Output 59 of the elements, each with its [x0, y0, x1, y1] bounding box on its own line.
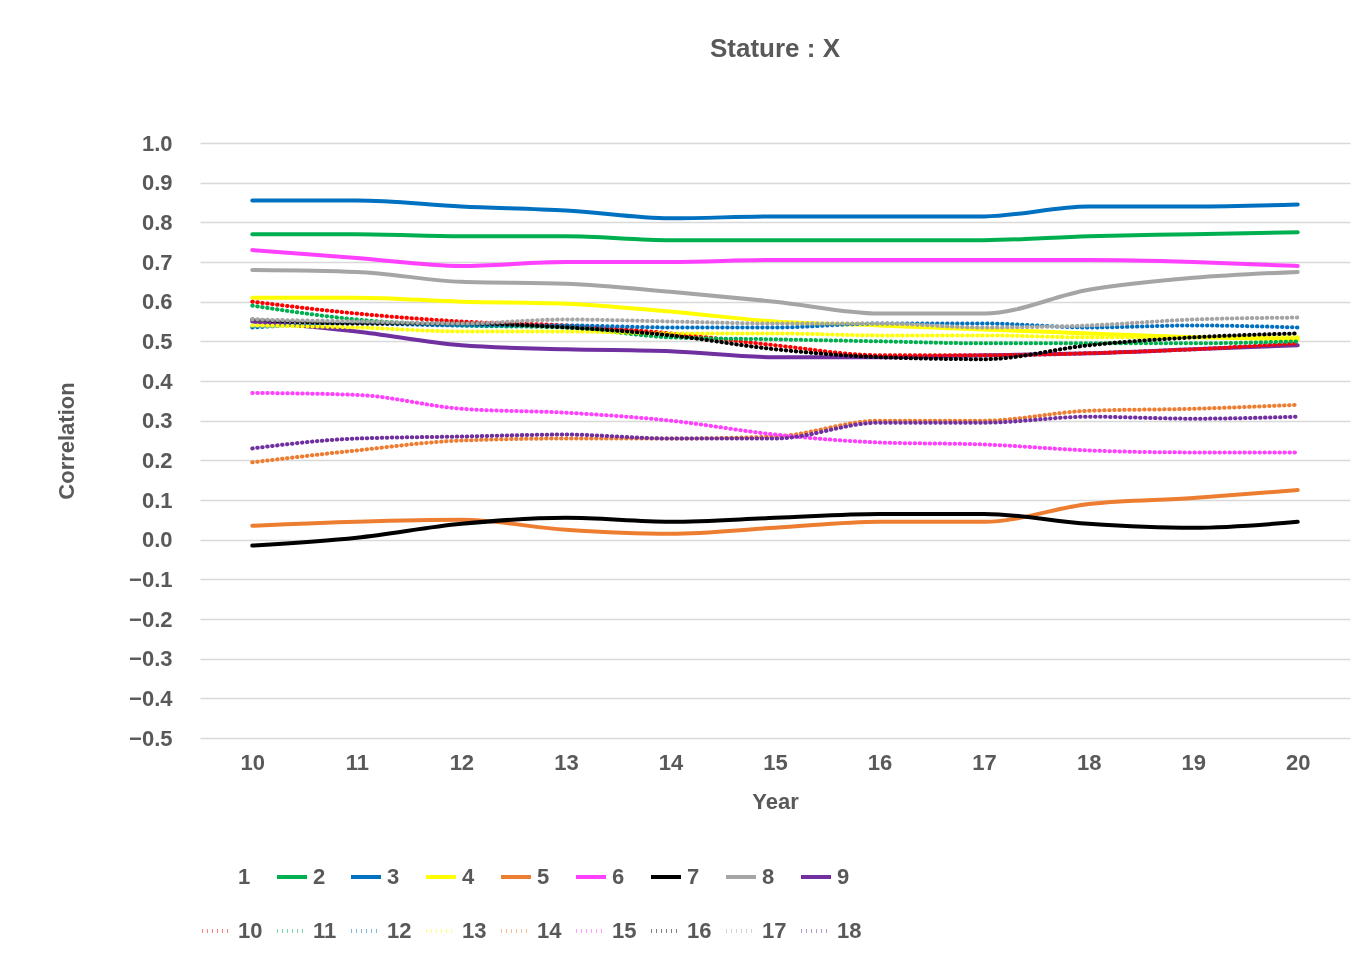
y-tick-label: 0.6 [141, 289, 173, 315]
line-series [250, 303, 1300, 346]
y-tick-label: −0.3 [129, 646, 173, 672]
y-tick-label: 0.0 [141, 527, 173, 553]
y-tick-label: 1.0 [141, 130, 173, 156]
y-axis-title: Correlation [54, 382, 80, 500]
legend-label: 10 [238, 918, 263, 943]
x-tick-label: 20 [1285, 749, 1311, 775]
y-tick-label: 0.5 [141, 328, 173, 354]
line-series [250, 248, 1300, 268]
x-tick-label: 14 [658, 749, 684, 775]
line-series [250, 315, 1300, 330]
legend-label: 3 [387, 864, 400, 889]
line-series [250, 390, 1300, 455]
legend-label: 11 [313, 918, 337, 943]
y-tick-label: 0.2 [141, 447, 173, 473]
y-tick-label: −0.5 [129, 725, 173, 751]
line-series [250, 230, 1300, 243]
legend-label: 2 [313, 864, 326, 889]
legend-label: 7 [687, 864, 700, 889]
y-tick-label: 0.3 [141, 408, 173, 434]
legend-label: 18 [837, 918, 862, 943]
legend-label: 15 [612, 918, 637, 943]
legend-label: 5 [537, 864, 550, 889]
line-series [250, 414, 1300, 451]
x-tick-label: 11 [345, 749, 369, 775]
x-tick-label: 16 [867, 749, 893, 775]
y-tick-label: 0.4 [141, 368, 174, 394]
x-tick-label: 13 [554, 749, 579, 775]
x-tick-label: 12 [449, 749, 475, 775]
x-tick-label: 17 [972, 749, 997, 775]
x-axis-title: Year [752, 788, 800, 814]
legend-label: 16 [687, 918, 712, 943]
line-series [250, 511, 1300, 548]
x-tick-label: 19 [1181, 749, 1206, 775]
y-tick-label: 0.8 [141, 209, 173, 235]
legend-label: 13 [462, 918, 487, 943]
x-tick-label: 10 [240, 749, 266, 775]
y-tick-label: 0.7 [141, 249, 173, 275]
legend-label: 17 [762, 918, 787, 943]
line-series [250, 488, 1300, 536]
y-tick-label: −0.4 [129, 685, 174, 711]
y-tick-label: −0.1 [129, 566, 173, 592]
line-series [250, 299, 1300, 358]
legend-label: 6 [612, 864, 625, 889]
y-tick-label: 0.9 [141, 170, 173, 196]
x-tick-label: 15 [763, 749, 788, 775]
y-tick-label: 0.1 [141, 487, 173, 513]
legend-label: 4 [462, 864, 475, 889]
legend-label: 8 [762, 864, 775, 889]
line-series [250, 267, 1300, 316]
legend-label: 12 [387, 918, 412, 943]
text: 1 [238, 864, 251, 889]
x-tick-label: 18 [1076, 749, 1102, 775]
legend-label: 14 [537, 918, 563, 943]
y-tick-label: −0.2 [129, 606, 173, 632]
legend-label: 9 [837, 864, 850, 889]
line-series [250, 198, 1300, 221]
chart-title: Stature : X [709, 33, 841, 63]
